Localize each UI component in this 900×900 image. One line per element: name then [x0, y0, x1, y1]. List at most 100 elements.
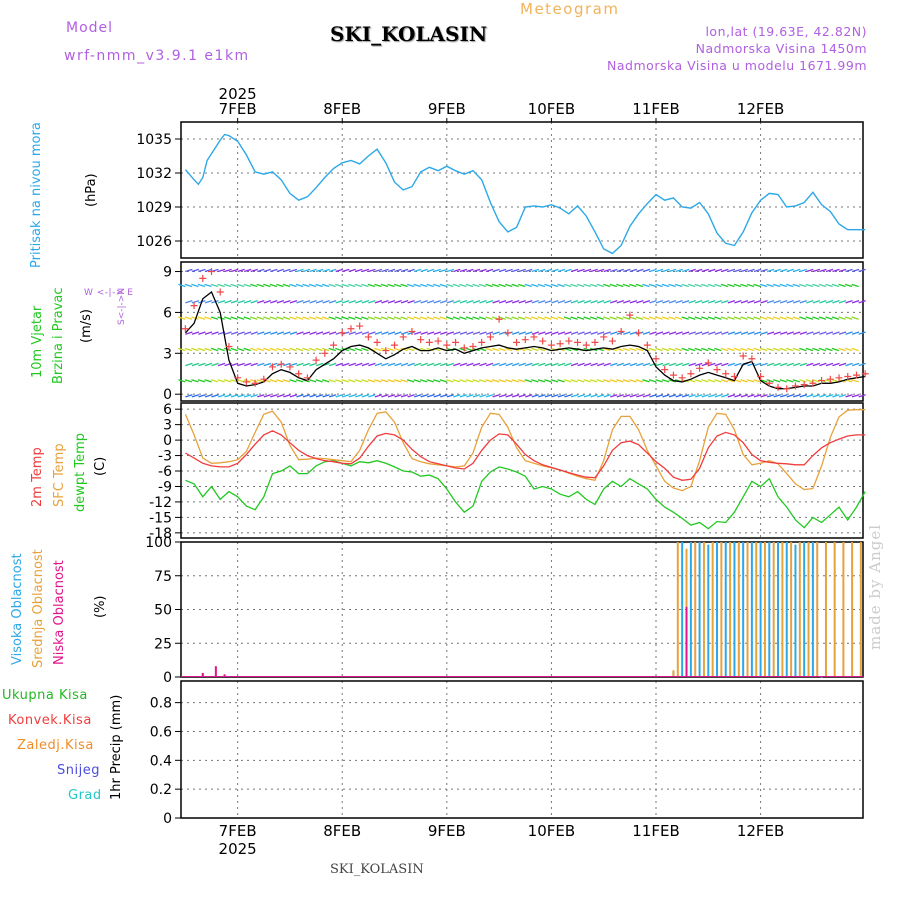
gust-marker [443, 341, 451, 349]
wind-arrow [629, 362, 638, 367]
wind-arrow [786, 331, 794, 335]
wind-arrow [734, 268, 742, 273]
wind-arrow [511, 268, 520, 273]
gust-marker [295, 370, 303, 378]
wind-arrow [531, 316, 539, 320]
wind-arrow [603, 394, 611, 398]
cloud-high-bar [811, 542, 814, 677]
wind-arrow [531, 331, 540, 335]
wind-arrow [753, 268, 762, 273]
cloud-mid-bar [702, 542, 705, 677]
wind-arrow [446, 379, 454, 383]
wind-arrow [629, 300, 638, 304]
wind-arrow [551, 331, 559, 335]
wind-arrow [335, 268, 343, 273]
wind-arrow [328, 379, 336, 383]
wind-arrow [296, 394, 304, 398]
wind-arrow [851, 347, 859, 352]
wind-arrow [406, 347, 415, 352]
wind-arrow [792, 283, 801, 288]
top-date-label: 9FEB [428, 100, 466, 118]
wind-arrow [211, 362, 219, 367]
wind-arrow [361, 379, 369, 383]
wind-arrow [472, 268, 481, 273]
wind-arrow [766, 347, 774, 352]
station-title: SKI_KOLASIN [330, 22, 488, 46]
wind-arrow [302, 394, 311, 398]
wind-arrow [210, 283, 219, 288]
wind-arrow [348, 316, 356, 320]
wind-arrow [733, 283, 742, 288]
wind-arrow [185, 362, 193, 367]
wind-arrow [335, 362, 343, 367]
wind-arrow [537, 316, 546, 320]
wind-arrow [263, 300, 271, 304]
wind-arrow [544, 268, 553, 273]
wind-arrow [818, 283, 827, 288]
wind-arrow [544, 394, 553, 398]
wind-arrow [648, 347, 657, 352]
cloud-mid-bar [672, 670, 675, 677]
wind-arrow [635, 316, 644, 320]
wind-arrow [727, 268, 736, 273]
wind-arrow [210, 347, 219, 352]
wind-arrow [629, 347, 637, 352]
wind-arrow [759, 347, 768, 352]
wind-arrow [668, 316, 676, 320]
wind-arrow [766, 362, 775, 367]
wind-arrow [831, 283, 840, 288]
wind-arrow [616, 268, 624, 273]
cloud-mid-bar [711, 542, 714, 677]
wind-arrow [733, 316, 742, 320]
wind-arrow [440, 331, 448, 335]
wind-arrow [721, 394, 729, 398]
cloud-mid-bar [833, 542, 836, 677]
wind-arrow [289, 362, 298, 367]
wind-arrow [662, 362, 670, 367]
wind-arrow [806, 362, 814, 367]
wind-arrow [223, 316, 232, 320]
y-tick-label: 50 [154, 603, 172, 619]
wind-arrow [491, 347, 500, 352]
cloud-low-bar [223, 674, 226, 677]
wind-arrow [531, 362, 540, 367]
wind-arrow [636, 300, 644, 304]
wind-arrow [525, 300, 533, 304]
wind-arrow [734, 300, 742, 304]
wind-arrow [328, 362, 337, 367]
cloud-high-bar [681, 542, 684, 677]
wind-arrow [636, 268, 644, 273]
wind-arrow [623, 300, 631, 304]
wind-arrow [400, 394, 409, 398]
wind-arrow [355, 362, 363, 367]
wind-arrow [440, 394, 448, 398]
y-tick-label: 3 [163, 418, 172, 434]
wind-arrow [289, 283, 297, 288]
wind-arrow [217, 283, 225, 288]
wind-arrow [283, 331, 291, 335]
wind-arrow [727, 316, 735, 320]
wind-arrow [674, 347, 683, 352]
wind-arrow [655, 300, 664, 304]
wind-arrow [446, 394, 455, 398]
wind-arrow [557, 394, 566, 398]
gust-marker [539, 337, 547, 345]
y-tick-label: -6 [158, 464, 172, 480]
wind-arrow [453, 394, 461, 398]
wind-arrow [276, 283, 284, 288]
wind-arrow [263, 394, 271, 398]
wind-arrow [315, 268, 324, 273]
wind-arrow [387, 331, 396, 335]
wind-arrow [780, 362, 788, 367]
wind-arrow [661, 316, 670, 320]
gust-marker [713, 366, 721, 374]
gust-marker [513, 338, 521, 346]
wind-arrow [479, 300, 487, 304]
wind-arrow [296, 362, 304, 367]
wind-arrow [289, 394, 298, 398]
bottom-date-label: 7FEB [219, 822, 257, 840]
wind-arrow [596, 331, 605, 335]
wind-arrow [759, 283, 768, 288]
wind-arrow [674, 283, 683, 288]
bottom-date-label: 8FEB [323, 822, 361, 840]
